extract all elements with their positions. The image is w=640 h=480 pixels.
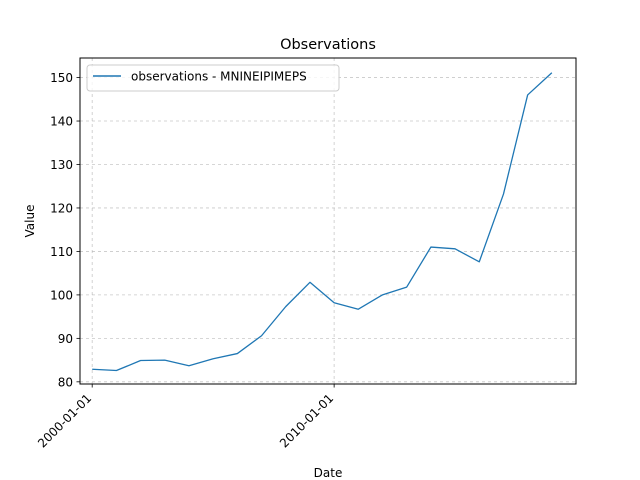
x-tick-label: 2000-01-01 [35, 391, 94, 450]
y-tick-label: 90 [58, 332, 73, 346]
series-layer [92, 72, 553, 372]
y-tick-label: 130 [50, 158, 73, 172]
y-tick-label: 120 [50, 201, 73, 215]
y-axis-label: Value [23, 205, 37, 238]
x-axis-label: Date [314, 466, 343, 480]
y-tick-label: 80 [58, 375, 73, 389]
series-line [92, 72, 553, 372]
legend-label: observations - MNINEIPIMEPS [131, 70, 307, 84]
y-tick-label: 100 [50, 288, 73, 302]
legend: observations - MNINEIPIMEPS [86, 64, 340, 92]
chart-title: Observations [280, 37, 376, 53]
y-tick-label: 110 [50, 245, 73, 259]
x-tick-label: 2010-01-01 [277, 391, 336, 450]
y-tick-label: 150 [50, 71, 73, 85]
legend-box [86, 64, 340, 92]
grid [80, 58, 576, 384]
plot-area [79, 57, 577, 385]
y-tick-label: 140 [50, 115, 73, 129]
